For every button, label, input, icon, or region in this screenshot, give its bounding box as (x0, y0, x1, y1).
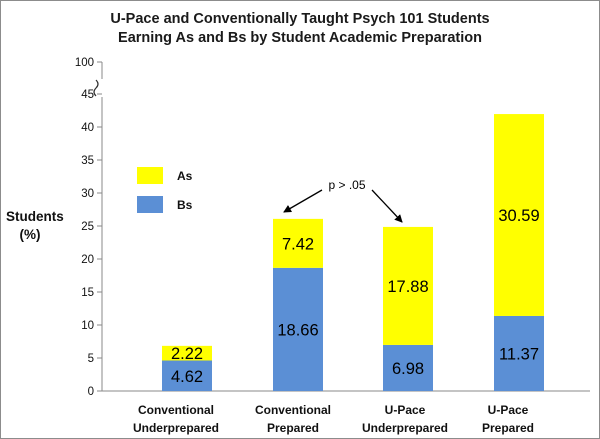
category-label: U-Pace (385, 403, 426, 417)
y-tick-label: 40 (81, 122, 94, 134)
axis-break-squiggle (93, 79, 99, 97)
annotation: p > .05 (283, 178, 403, 223)
bar-as (494, 114, 544, 316)
bar-as (273, 218, 323, 268)
y-tick-label: 0 (88, 386, 94, 398)
category-labels: Conventional Underprepared Conventional Pre… (133, 403, 534, 435)
data-label-as: 2.22 (171, 345, 203, 363)
data-label-as: 7.42 (282, 235, 314, 253)
bar-as (162, 345, 212, 361)
y-axis-label: Students (%) (6, 208, 64, 244)
y-axis-label-line-2: (%) (19, 227, 41, 242)
data-label-bs: 4.62 (171, 368, 203, 386)
bar-bs (383, 344, 433, 391)
category-label: Underprepared (362, 421, 448, 435)
y-tick-label: 5 (88, 353, 94, 365)
legend-swatch-as (137, 167, 163, 184)
data-label-as: 30.59 (498, 207, 539, 225)
y-tick-label: 25 (81, 221, 94, 233)
annotation-arrow-right (371, 189, 403, 223)
legend: As Bs (137, 167, 193, 213)
bar-as (383, 226, 433, 345)
annotation-text: p > .05 (328, 178, 365, 192)
bars: 4.62 2.22 18.66 7.42 6.98 17.88 11.37 30.59 (162, 114, 544, 391)
bar-bs (273, 267, 323, 391)
y-tick-label: 15 (81, 287, 94, 299)
annotation-arrow-left (283, 189, 323, 213)
legend-label-bs: Bs (177, 198, 193, 212)
y-axis-label-line-1: Students (6, 209, 64, 224)
category-label: U-Pace (488, 403, 529, 417)
data-label-bs: 18.66 (277, 321, 318, 339)
category-label: Prepared (267, 421, 319, 435)
legend-label-as: As (177, 169, 193, 183)
legend-swatch-bs (137, 196, 163, 213)
category-label: Conventional (138, 403, 214, 417)
bar-bs (494, 315, 544, 391)
y-tick-label-break: 100 (75, 57, 94, 69)
y-tick-label: 20 (81, 254, 94, 266)
chart-title-line-2: Earning As and Bs by Student Academic Pr… (118, 30, 482, 46)
y-tick-label: 10 (81, 320, 94, 332)
category-label: Prepared (482, 421, 534, 435)
data-label-bs: 11.37 (499, 345, 539, 363)
category-label: Conventional (255, 403, 331, 417)
category-label: Underprepared (133, 421, 219, 435)
bar-bs (162, 360, 212, 391)
y-tick-label: 45 (81, 89, 94, 101)
y-tick-label: 35 (81, 155, 94, 167)
y-tick-label: 30 (81, 188, 94, 200)
data-label-bs: 6.98 (392, 360, 424, 378)
data-label-as: 17.88 (387, 278, 428, 296)
chart-title-line-1: U-Pace and Conventionally Taught Psych 1… (110, 11, 490, 27)
chart-title: U-Pace and Conventionally Taught Psych 1… (0, 10, 600, 48)
